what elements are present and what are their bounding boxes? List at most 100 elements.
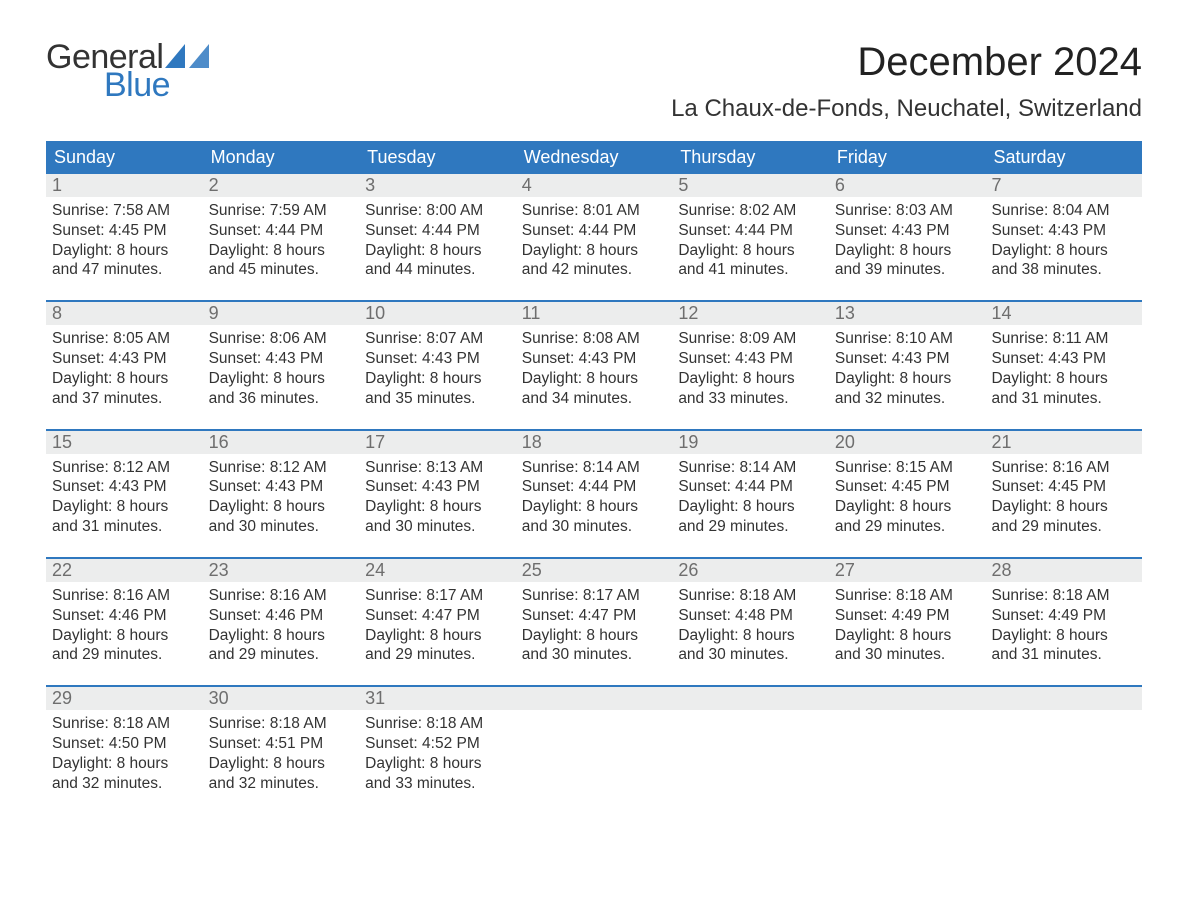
sunset-text: Sunset: 4:49 PM bbox=[835, 606, 980, 626]
calendar-day: 31Sunrise: 8:18 AMSunset: 4:52 PMDayligh… bbox=[359, 687, 516, 813]
daylight-text: Daylight: 8 hours and 30 minutes. bbox=[522, 626, 667, 666]
calendar-day: 3Sunrise: 8:00 AMSunset: 4:44 PMDaylight… bbox=[359, 174, 516, 300]
day-number: 11 bbox=[516, 302, 673, 325]
calendar-day: 17Sunrise: 8:13 AMSunset: 4:43 PMDayligh… bbox=[359, 431, 516, 557]
sunset-text: Sunset: 4:43 PM bbox=[52, 349, 197, 369]
daylight-text: Daylight: 8 hours and 45 minutes. bbox=[209, 241, 354, 281]
day-info: Sunrise: 8:18 AMSunset: 4:49 PMDaylight:… bbox=[985, 582, 1142, 665]
daylight-text: Daylight: 8 hours and 38 minutes. bbox=[991, 241, 1136, 281]
day-info: Sunrise: 8:06 AMSunset: 4:43 PMDaylight:… bbox=[203, 325, 360, 408]
calendar-day: 8Sunrise: 8:05 AMSunset: 4:43 PMDaylight… bbox=[46, 302, 203, 428]
sunset-text: Sunset: 4:43 PM bbox=[209, 477, 354, 497]
calendar-day: 15Sunrise: 8:12 AMSunset: 4:43 PMDayligh… bbox=[46, 431, 203, 557]
sunset-text: Sunset: 4:49 PM bbox=[991, 606, 1136, 626]
brand-word-2: Blue bbox=[104, 68, 211, 102]
day-info: Sunrise: 8:12 AMSunset: 4:43 PMDaylight:… bbox=[203, 454, 360, 537]
calendar-week: 8Sunrise: 8:05 AMSunset: 4:43 PMDaylight… bbox=[46, 300, 1142, 428]
daylight-text: Daylight: 8 hours and 44 minutes. bbox=[365, 241, 510, 281]
sunrise-text: Sunrise: 8:18 AM bbox=[209, 714, 354, 734]
sunset-text: Sunset: 4:46 PM bbox=[52, 606, 197, 626]
sunset-text: Sunset: 4:43 PM bbox=[209, 349, 354, 369]
calendar-day: 28Sunrise: 8:18 AMSunset: 4:49 PMDayligh… bbox=[985, 559, 1142, 685]
sunrise-text: Sunrise: 8:05 AM bbox=[52, 329, 197, 349]
day-info: Sunrise: 8:18 AMSunset: 4:48 PMDaylight:… bbox=[672, 582, 829, 665]
day-number: 19 bbox=[672, 431, 829, 454]
calendar-day: 7Sunrise: 8:04 AMSunset: 4:43 PMDaylight… bbox=[985, 174, 1142, 300]
daylight-text: Daylight: 8 hours and 29 minutes. bbox=[835, 497, 980, 537]
day-number: 27 bbox=[829, 559, 986, 582]
sunrise-text: Sunrise: 7:58 AM bbox=[52, 201, 197, 221]
calendar-day: 30Sunrise: 8:18 AMSunset: 4:51 PMDayligh… bbox=[203, 687, 360, 813]
calendar-week: 1Sunrise: 7:58 AMSunset: 4:45 PMDaylight… bbox=[46, 174, 1142, 300]
sunset-text: Sunset: 4:44 PM bbox=[209, 221, 354, 241]
day-info: Sunrise: 8:08 AMSunset: 4:43 PMDaylight:… bbox=[516, 325, 673, 408]
calendar-day: 5Sunrise: 8:02 AMSunset: 4:44 PMDaylight… bbox=[672, 174, 829, 300]
daylight-text: Daylight: 8 hours and 33 minutes. bbox=[678, 369, 823, 409]
day-number bbox=[985, 687, 1142, 710]
calendar-week: 22Sunrise: 8:16 AMSunset: 4:46 PMDayligh… bbox=[46, 557, 1142, 685]
sunrise-text: Sunrise: 8:12 AM bbox=[52, 458, 197, 478]
sunrise-text: Sunrise: 8:18 AM bbox=[365, 714, 510, 734]
calendar-day: 20Sunrise: 8:15 AMSunset: 4:45 PMDayligh… bbox=[829, 431, 986, 557]
sunrise-text: Sunrise: 8:14 AM bbox=[678, 458, 823, 478]
brand-logo: General Blue bbox=[46, 40, 211, 102]
sunrise-text: Sunrise: 8:00 AM bbox=[365, 201, 510, 221]
day-number: 13 bbox=[829, 302, 986, 325]
day-info: Sunrise: 8:01 AMSunset: 4:44 PMDaylight:… bbox=[516, 197, 673, 280]
calendar-day bbox=[985, 687, 1142, 813]
daylight-text: Daylight: 8 hours and 32 minutes. bbox=[835, 369, 980, 409]
sunrise-text: Sunrise: 8:10 AM bbox=[835, 329, 980, 349]
day-info: Sunrise: 8:03 AMSunset: 4:43 PMDaylight:… bbox=[829, 197, 986, 280]
sunrise-text: Sunrise: 8:16 AM bbox=[52, 586, 197, 606]
day-info: Sunrise: 8:11 AMSunset: 4:43 PMDaylight:… bbox=[985, 325, 1142, 408]
sunset-text: Sunset: 4:43 PM bbox=[991, 221, 1136, 241]
calendar-day: 11Sunrise: 8:08 AMSunset: 4:43 PMDayligh… bbox=[516, 302, 673, 428]
daylight-text: Daylight: 8 hours and 29 minutes. bbox=[52, 626, 197, 666]
day-number: 2 bbox=[203, 174, 360, 197]
daylight-text: Daylight: 8 hours and 30 minutes. bbox=[365, 497, 510, 537]
day-number: 22 bbox=[46, 559, 203, 582]
calendar-day bbox=[829, 687, 986, 813]
sunrise-text: Sunrise: 8:16 AM bbox=[991, 458, 1136, 478]
day-number: 1 bbox=[46, 174, 203, 197]
sunrise-text: Sunrise: 8:04 AM bbox=[991, 201, 1136, 221]
day-info: Sunrise: 8:17 AMSunset: 4:47 PMDaylight:… bbox=[516, 582, 673, 665]
daylight-text: Daylight: 8 hours and 30 minutes. bbox=[522, 497, 667, 537]
sunrise-text: Sunrise: 8:03 AM bbox=[835, 201, 980, 221]
daylight-text: Daylight: 8 hours and 41 minutes. bbox=[678, 241, 823, 281]
day-number: 29 bbox=[46, 687, 203, 710]
day-number bbox=[516, 687, 673, 710]
day-info: Sunrise: 8:07 AMSunset: 4:43 PMDaylight:… bbox=[359, 325, 516, 408]
weekday-header: Saturday bbox=[985, 141, 1142, 174]
day-info: Sunrise: 8:05 AMSunset: 4:43 PMDaylight:… bbox=[46, 325, 203, 408]
sunset-text: Sunset: 4:51 PM bbox=[209, 734, 354, 754]
day-number bbox=[672, 687, 829, 710]
day-info: Sunrise: 8:13 AMSunset: 4:43 PMDaylight:… bbox=[359, 454, 516, 537]
daylight-text: Daylight: 8 hours and 32 minutes. bbox=[52, 754, 197, 794]
weekday-header: Friday bbox=[829, 141, 986, 174]
day-number bbox=[829, 687, 986, 710]
sunrise-text: Sunrise: 8:18 AM bbox=[991, 586, 1136, 606]
sunrise-text: Sunrise: 8:07 AM bbox=[365, 329, 510, 349]
daylight-text: Daylight: 8 hours and 34 minutes. bbox=[522, 369, 667, 409]
calendar-day: 18Sunrise: 8:14 AMSunset: 4:44 PMDayligh… bbox=[516, 431, 673, 557]
day-info: Sunrise: 7:59 AMSunset: 4:44 PMDaylight:… bbox=[203, 197, 360, 280]
sunset-text: Sunset: 4:43 PM bbox=[835, 349, 980, 369]
day-number: 6 bbox=[829, 174, 986, 197]
calendar-day bbox=[672, 687, 829, 813]
calendar-day: 13 Sunrise: 8:10 AMSunset: 4:43 PMDayligh… bbox=[829, 302, 986, 428]
calendar: Sunday Monday Tuesday Wednesday Thursday… bbox=[46, 141, 1142, 814]
calendar-day: 4Sunrise: 8:01 AMSunset: 4:44 PMDaylight… bbox=[516, 174, 673, 300]
sunset-text: Sunset: 4:44 PM bbox=[522, 221, 667, 241]
calendar-week: 15Sunrise: 8:12 AMSunset: 4:43 PMDayligh… bbox=[46, 429, 1142, 557]
sunrise-text: Sunrise: 8:13 AM bbox=[365, 458, 510, 478]
day-number: 10 bbox=[359, 302, 516, 325]
day-number: 14 bbox=[985, 302, 1142, 325]
sunset-text: Sunset: 4:47 PM bbox=[365, 606, 510, 626]
sunset-text: Sunset: 4:43 PM bbox=[991, 349, 1136, 369]
daylight-text: Daylight: 8 hours and 30 minutes. bbox=[835, 626, 980, 666]
sunset-text: Sunset: 4:45 PM bbox=[835, 477, 980, 497]
sunset-text: Sunset: 4:44 PM bbox=[365, 221, 510, 241]
sunset-text: Sunset: 4:43 PM bbox=[365, 349, 510, 369]
sunset-text: Sunset: 4:47 PM bbox=[522, 606, 667, 626]
